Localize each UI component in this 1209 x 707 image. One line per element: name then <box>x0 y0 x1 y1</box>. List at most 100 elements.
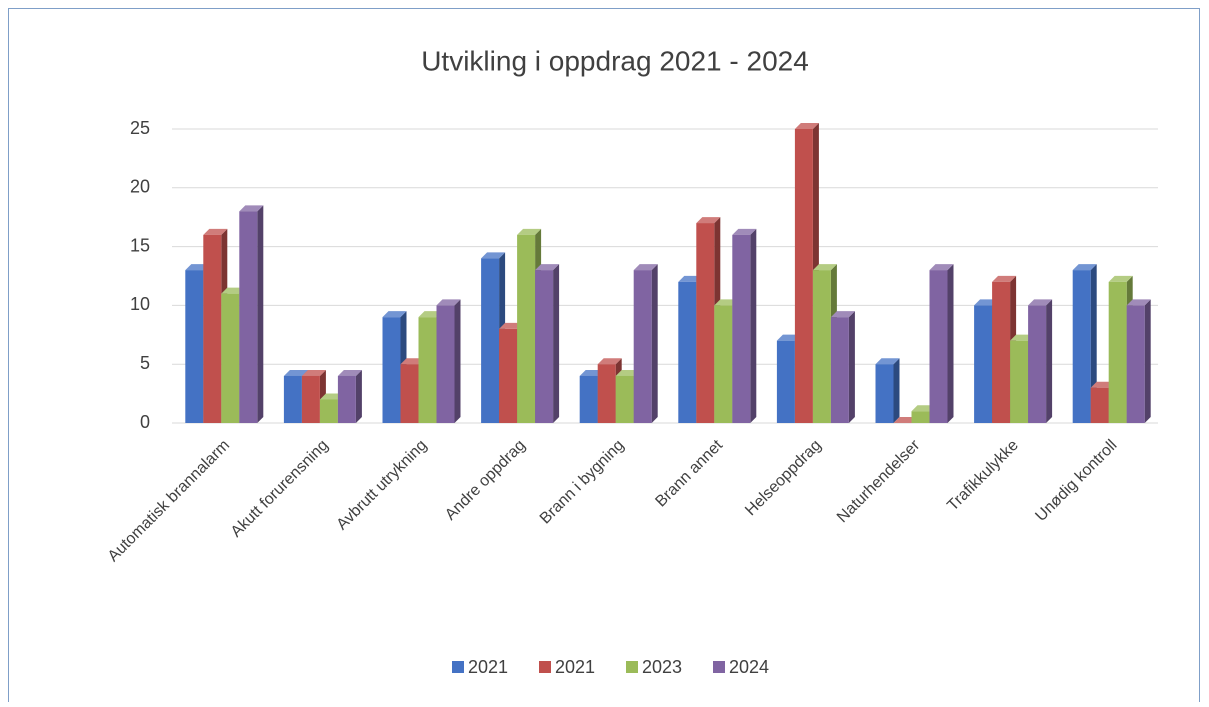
y-tick-label: 10 <box>130 294 150 314</box>
bar-top <box>436 299 461 306</box>
bar-front <box>830 317 849 423</box>
legend-label: 2021 <box>555 657 595 677</box>
bar-side <box>750 228 757 423</box>
bar-top <box>1028 299 1053 306</box>
bar-top <box>337 369 362 376</box>
bar-front <box>1090 387 1109 423</box>
bar-top <box>875 358 900 365</box>
bar-front <box>696 223 715 423</box>
bar-side <box>651 264 658 423</box>
bar-front <box>678 281 697 423</box>
bar-top <box>597 358 622 365</box>
bar-front <box>875 364 894 423</box>
bar-side <box>454 299 461 423</box>
bar-front <box>301 375 320 423</box>
bar-front <box>1028 305 1047 423</box>
bar-top <box>203 228 228 235</box>
bar-front <box>1126 305 1145 423</box>
legend-swatch <box>626 661 638 673</box>
bar <box>929 264 954 423</box>
bar-front <box>794 129 813 423</box>
legend-label: 2024 <box>729 657 769 677</box>
bar-top <box>732 228 757 235</box>
bar-top <box>812 264 837 271</box>
bar-front <box>597 364 616 423</box>
bar-side <box>257 205 264 423</box>
bar <box>436 299 461 423</box>
bar-top <box>535 264 560 271</box>
bar <box>875 358 900 423</box>
bar-front <box>1010 340 1029 423</box>
bar <box>535 264 560 423</box>
bar-front <box>517 234 536 423</box>
y-tick-label: 5 <box>140 353 150 373</box>
bar-front <box>436 305 455 423</box>
bar-front <box>481 258 500 423</box>
bar <box>1028 299 1053 423</box>
legend-swatch <box>539 661 551 673</box>
bar-front <box>579 375 598 423</box>
bar-top <box>283 369 308 376</box>
bar-top <box>794 123 819 129</box>
bar <box>1126 299 1151 423</box>
bar-top <box>696 217 721 224</box>
bar <box>732 228 757 423</box>
bar-front <box>633 270 652 423</box>
bar-front <box>929 270 948 423</box>
bar-top <box>633 264 658 271</box>
bar-front <box>203 234 222 423</box>
bar-front <box>382 317 401 423</box>
bar-top <box>382 311 407 318</box>
bar-top <box>481 252 506 259</box>
bar <box>633 264 658 423</box>
bar-front <box>535 270 554 423</box>
bar-top <box>929 264 954 271</box>
y-tick-label: 25 <box>130 118 150 138</box>
bar-top <box>1108 275 1133 282</box>
legend-swatch <box>713 661 725 673</box>
bar-front <box>283 375 302 423</box>
legend-label: 2021 <box>468 657 508 677</box>
bar-top <box>1072 264 1097 271</box>
bar-front <box>974 305 993 423</box>
bar-front <box>239 211 258 423</box>
bar <box>239 205 264 423</box>
bar-side <box>553 264 560 423</box>
bar-front <box>1108 281 1127 423</box>
bar-side <box>848 311 855 423</box>
bar-side <box>1046 299 1053 423</box>
bar <box>830 311 855 423</box>
bar-front <box>615 375 634 423</box>
legend-swatch <box>452 661 464 673</box>
bar-side <box>355 369 362 423</box>
bar <box>337 369 362 423</box>
legend-label: 2023 <box>642 657 682 677</box>
bar-front <box>185 270 204 423</box>
bar-front <box>499 328 518 423</box>
bar-front <box>714 305 733 423</box>
bar-top <box>517 228 542 235</box>
bar-top <box>830 311 855 318</box>
bar-front <box>911 411 930 423</box>
bar-top <box>992 275 1017 282</box>
y-tick-label: 20 <box>130 177 150 197</box>
bar-front <box>319 399 338 423</box>
bar-top <box>1126 299 1151 306</box>
chart-title: Utvikling i oppdrag 2021 - 2024 <box>421 45 809 76</box>
bar-front <box>812 270 831 423</box>
bar-front <box>732 234 751 423</box>
bar-top <box>301 369 326 376</box>
bar-front <box>992 281 1011 423</box>
y-tick-label: 0 <box>140 412 150 432</box>
bar-top <box>239 205 264 212</box>
bar-front <box>776 340 795 423</box>
bar-front <box>400 364 419 423</box>
bar <box>1072 264 1097 423</box>
bar-front <box>1072 270 1091 423</box>
bar-front <box>418 317 437 423</box>
bar-side <box>1144 299 1151 423</box>
y-tick-label: 15 <box>130 235 150 255</box>
bar-front <box>221 293 240 423</box>
bar-side <box>947 264 954 423</box>
